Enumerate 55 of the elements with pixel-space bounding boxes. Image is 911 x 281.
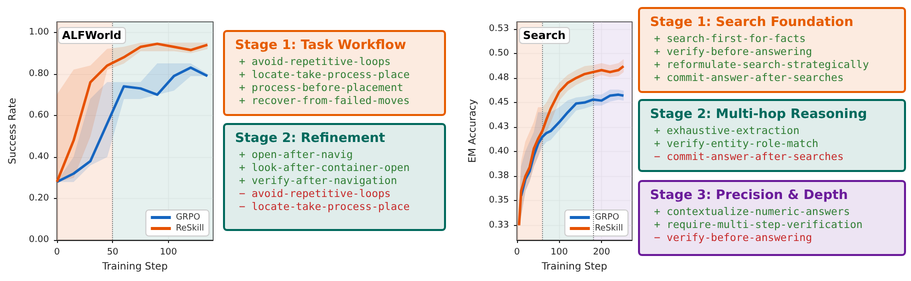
text: + process-before-placement xyxy=(238,82,404,95)
text: + look-after-container-open xyxy=(238,162,411,175)
text: Search xyxy=(523,29,566,42)
x-axis-title: Training Step xyxy=(540,261,608,272)
y-tick-label: 0.45 xyxy=(488,98,509,108)
text: + search-first-for-facts xyxy=(653,33,807,46)
text: − avoid-repetitive-loops xyxy=(238,188,392,201)
y-tick-label: 0.53 xyxy=(488,24,509,34)
text: + verify-entity-role-match xyxy=(653,138,820,151)
text: + commit-answer-after-searches xyxy=(653,72,845,85)
text: + recover-from-failed-moves xyxy=(238,95,411,108)
text: Stage 2: Multi-hop Reasoning xyxy=(650,107,868,122)
text: + avoid-repetitive-loops xyxy=(238,56,392,69)
legend-label: GRPO xyxy=(176,212,200,222)
y-tick-label: 0.40 xyxy=(488,146,510,157)
text: Stage 1: Search Foundation xyxy=(650,15,854,30)
y-tick-label: 0.48 xyxy=(488,72,510,83)
text: Stage 1: Task Workflow xyxy=(235,38,408,53)
text: + exhaustive-extraction xyxy=(653,125,800,138)
text: Stage 2: Refinement xyxy=(235,131,386,146)
text: − commit-answer-after-searches xyxy=(653,151,845,164)
text: + verify-before-answering xyxy=(653,46,814,59)
y-tick-label: 0.35 xyxy=(488,196,509,206)
text: + verify-after-navigation xyxy=(238,175,398,188)
text: + reformulate-search-strategically xyxy=(653,59,870,72)
y-tick-label: 1.00 xyxy=(28,27,50,38)
text: + contextualize-numeric-answers xyxy=(653,206,851,219)
y-tick-label: 0.38 xyxy=(488,171,510,182)
y-tick-label: 0.50 xyxy=(488,48,510,58)
x-tick-label: 200 xyxy=(592,248,610,258)
x-tick-label: 100 xyxy=(160,248,178,258)
y-axis-title: EM Accuracy xyxy=(468,99,478,163)
text: + require-multi-step-verification xyxy=(653,219,864,232)
x-tick-label: 50 xyxy=(106,248,119,258)
text: − locate-take-process-place xyxy=(238,201,411,214)
y-tick-label: 0.60 xyxy=(28,110,50,120)
text: Stage 3: Precision & Depth xyxy=(650,188,849,203)
y-tick-label: 0.80 xyxy=(28,68,50,79)
y-tick-label: 0.20 xyxy=(28,193,50,204)
x-axis-title: Training Step xyxy=(101,261,168,272)
text: + locate-take-process-place xyxy=(238,69,411,82)
y-tick-label: 0.40 xyxy=(28,152,50,162)
text: − verify-before-answering xyxy=(653,232,814,245)
text: ALFWorld xyxy=(62,29,122,42)
x-tick-label: 100 xyxy=(550,248,568,258)
y-tick-label: 0.43 xyxy=(488,122,509,132)
y-axis-title: Success Rate xyxy=(8,98,18,164)
legend-label: ReSkill xyxy=(594,224,623,234)
legend-label: GRPO xyxy=(594,212,620,222)
x-tick-label: 0 xyxy=(54,248,60,258)
y-tick-label: 0.00 xyxy=(28,235,50,245)
legend-label: ReSkill xyxy=(176,224,204,234)
x-tick-label: 0 xyxy=(514,248,520,258)
y-tick-label: 0.33 xyxy=(488,220,509,230)
text: + open-after-navig xyxy=(238,149,354,162)
